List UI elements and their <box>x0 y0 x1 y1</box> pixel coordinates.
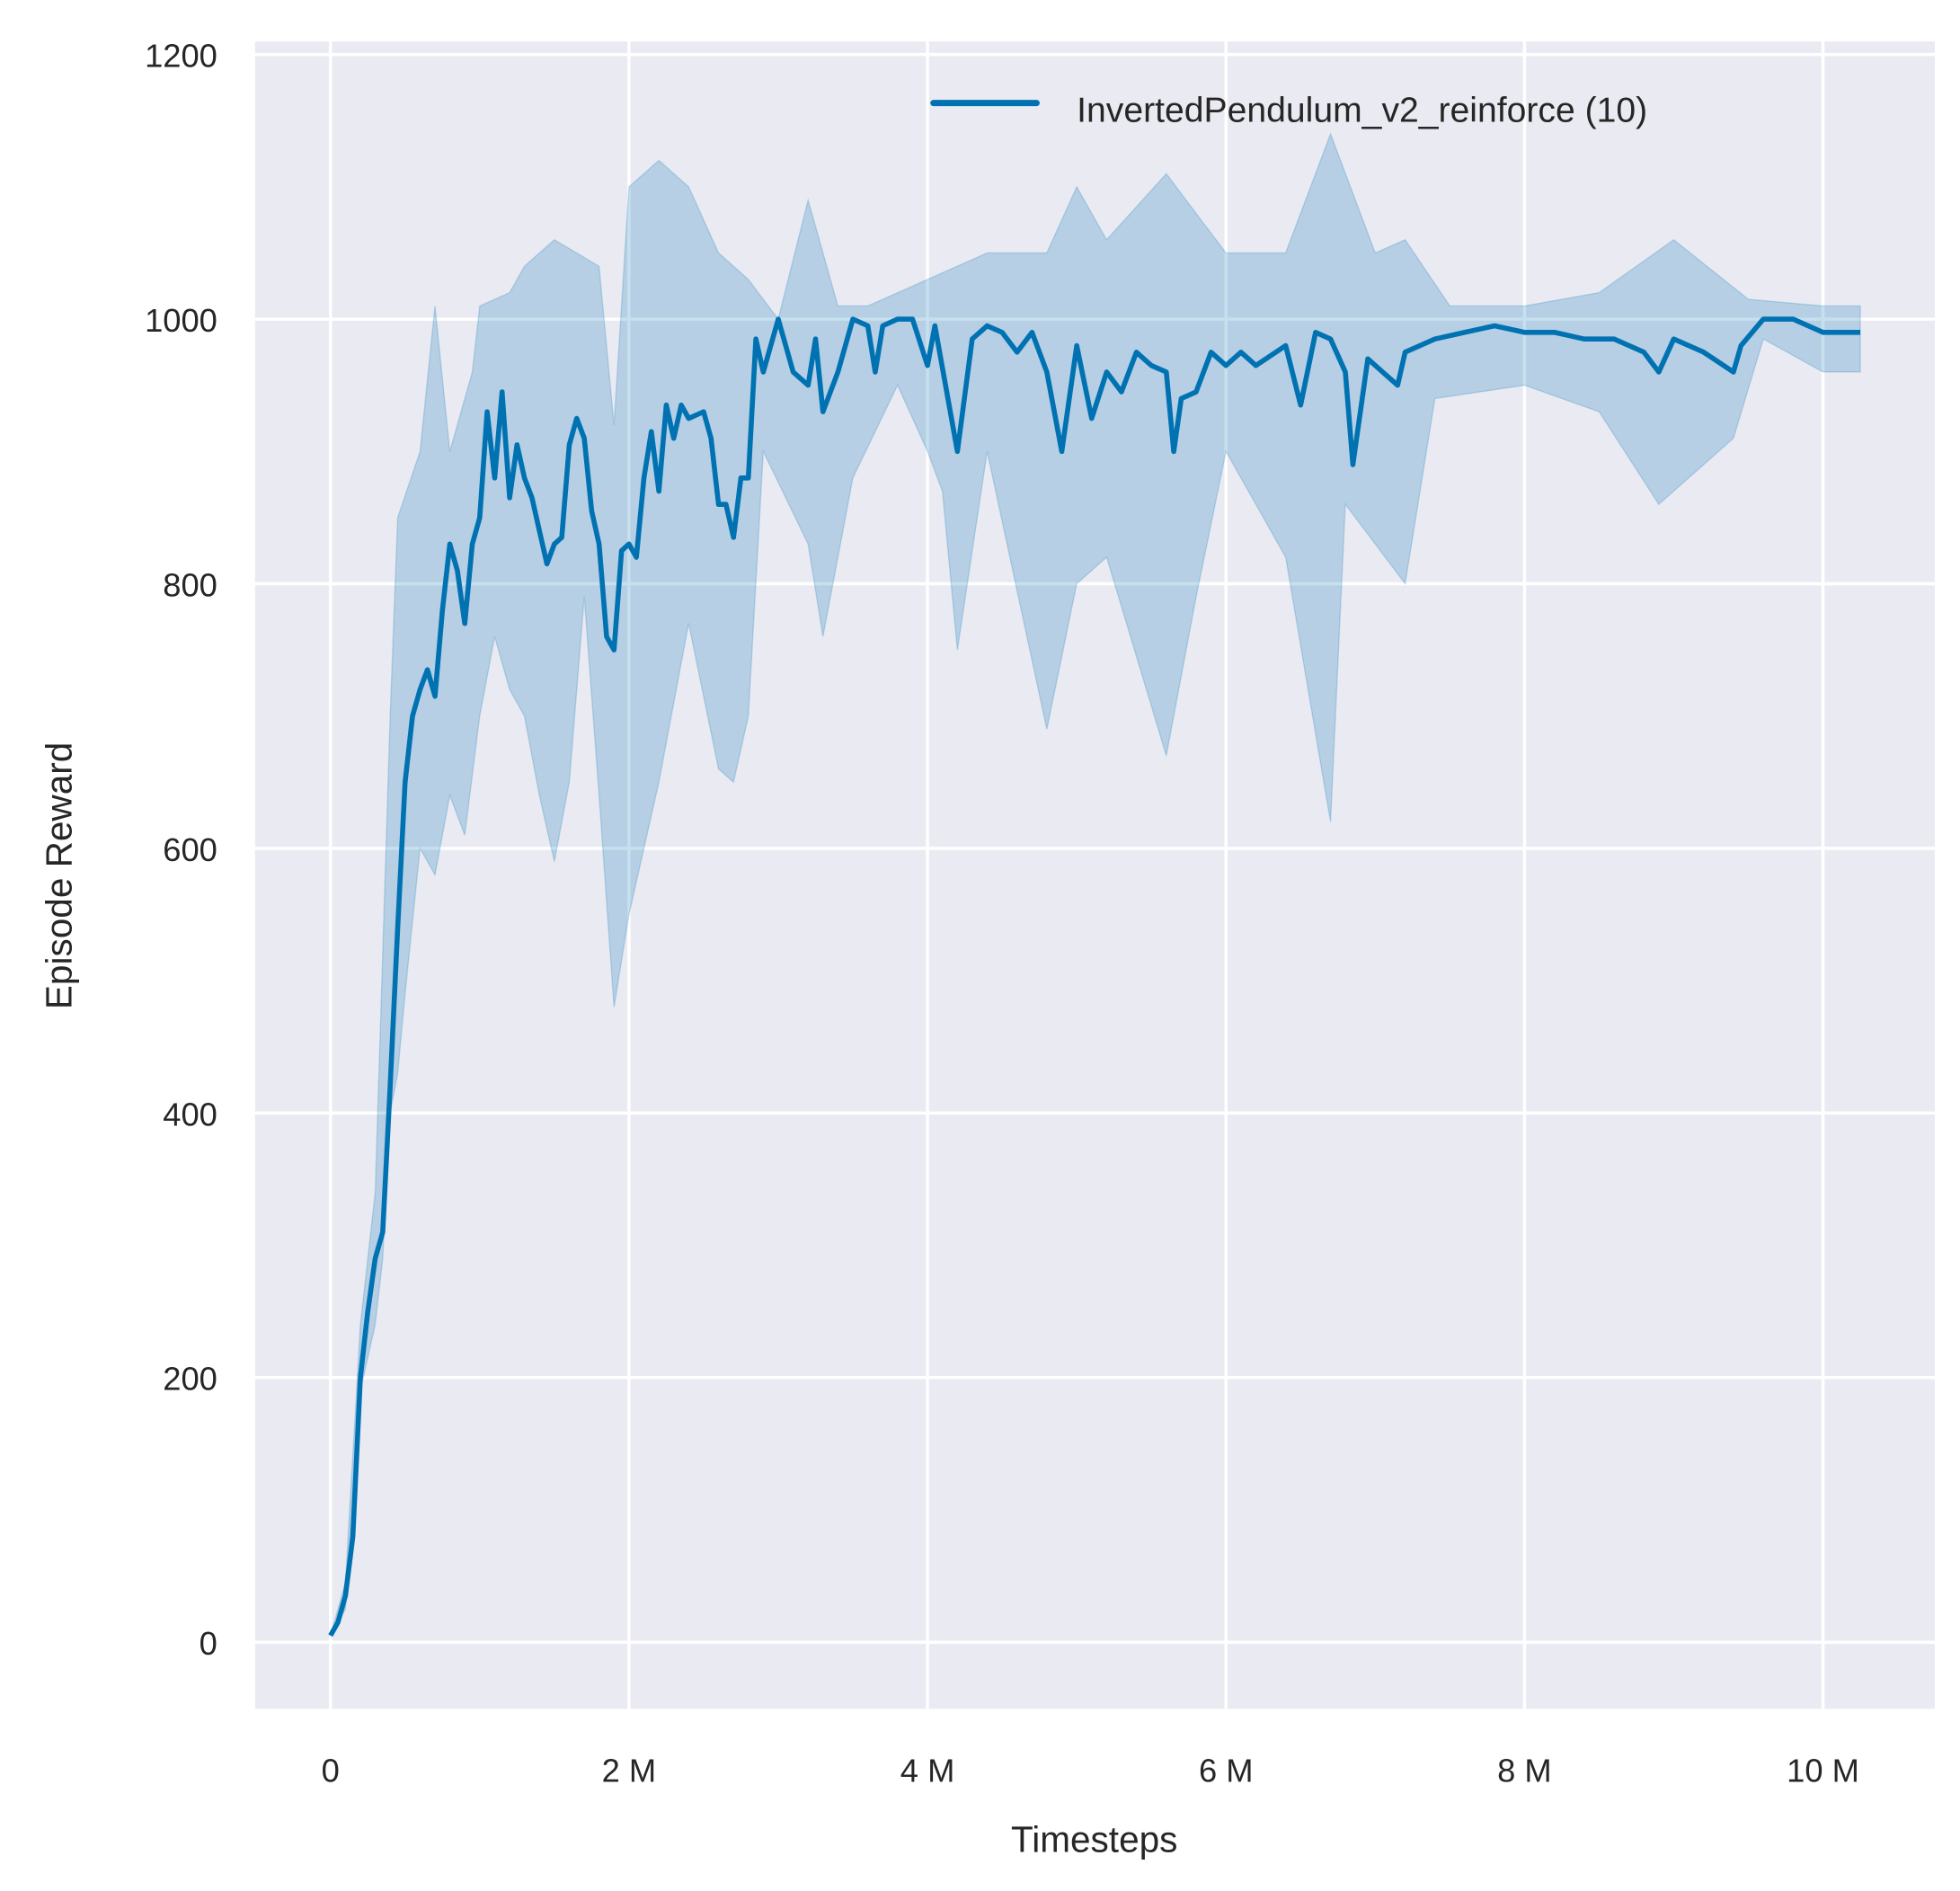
confidence-band <box>330 132 1861 1637</box>
x-tick-label: 2 M <box>602 1752 657 1789</box>
y-tick-label: 1200 <box>145 38 217 75</box>
y-axis-label: Episode Reward <box>39 742 80 1009</box>
y-tick-label: 200 <box>163 1361 217 1398</box>
x-tick-label: 0 <box>322 1752 340 1789</box>
x-axis-label: Timesteps <box>1011 1819 1177 1860</box>
x-tick-label: 8 M <box>1497 1752 1552 1789</box>
legend: InvertedPendulum_v2_reinforce (10) <box>930 92 1647 130</box>
grid <box>254 41 1935 1709</box>
legend-label: InvertedPendulum_v2_reinforce (10) <box>1077 92 1647 130</box>
y-tick-label: 400 <box>163 1096 217 1132</box>
x-tick-label: 10 M <box>1787 1752 1859 1789</box>
y-tick-label: 0 <box>200 1625 217 1662</box>
y-tick-label: 600 <box>163 831 217 868</box>
tick-labels: 0 2 M 4 M 6 M 8 M 10 M 0 200 400 600 800 1000 1200 <box>145 38 1859 1789</box>
y-tick-label: 1000 <box>145 302 217 339</box>
series-line <box>328 316 1861 1638</box>
x-tick-label: 6 M <box>1199 1752 1254 1789</box>
x-tick-label: 4 M <box>900 1752 955 1789</box>
y-tick-label: 800 <box>163 566 217 603</box>
